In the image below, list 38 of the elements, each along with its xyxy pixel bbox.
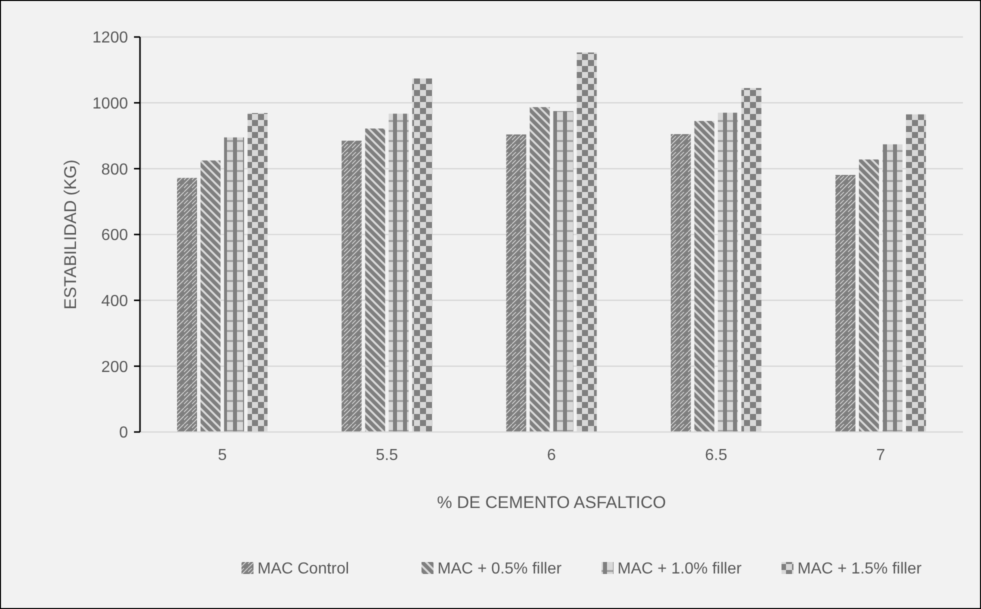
bar [530, 107, 550, 432]
bar [248, 113, 268, 432]
x-tick-label: 5.5 [376, 447, 398, 464]
legend-label: MAC + 1.0% filler [618, 560, 742, 578]
y-tick-label: 800 [101, 161, 128, 178]
bar [718, 112, 738, 432]
x-tick-label: 5 [218, 447, 227, 464]
bar [224, 137, 244, 432]
bar [835, 174, 856, 432]
bar [741, 88, 762, 432]
bar [670, 134, 691, 432]
bar [365, 128, 386, 432]
legend-label: MAC Control [258, 560, 350, 578]
bar [882, 144, 902, 432]
legend-label: MAC + 0.5% filler [438, 560, 562, 578]
bar [342, 140, 362, 432]
y-tick-label: 600 [101, 227, 128, 244]
bar [858, 159, 879, 432]
y-tick-label: 400 [101, 292, 128, 310]
bar [553, 111, 574, 432]
bar [388, 114, 409, 432]
x-tick-label: 7 [876, 447, 886, 464]
y-tick-label: 200 [101, 358, 128, 376]
y-axis-title: ESTABILIDAD (KG) [61, 160, 80, 310]
x-tick-label: 6.5 [704, 447, 728, 464]
bar [906, 114, 926, 432]
bar [177, 178, 198, 432]
y-tick-label: 0 [119, 424, 128, 442]
bar [694, 120, 714, 432]
bar [412, 78, 432, 432]
bar [506, 134, 526, 432]
x-tick-label: 6 [547, 447, 556, 464]
x-axis-title: % DE CEMENTO ASFALTICO [437, 493, 666, 512]
legend-label: MAC + 1.5% filler [798, 560, 922, 578]
bar [576, 52, 597, 432]
bar [200, 160, 221, 432]
y-tick-label: 1200 [92, 30, 128, 47]
y-tick-label: 1000 [92, 95, 128, 112]
